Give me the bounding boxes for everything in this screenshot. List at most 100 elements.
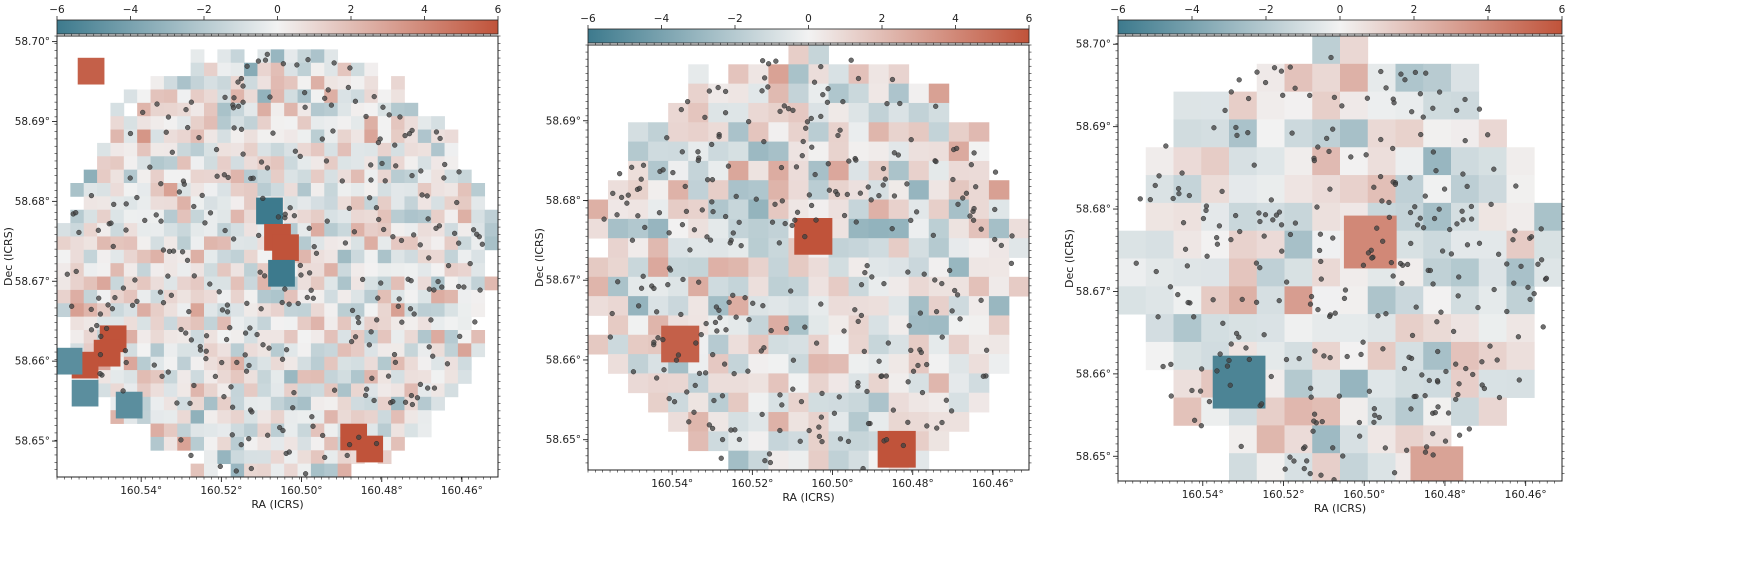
scatter-point [792,217,798,223]
heatmap-cell [1256,147,1285,176]
heatmap-cell [204,196,218,211]
heatmap-cell [230,223,245,237]
scatter-point [1494,357,1500,363]
heatmap-cell [748,64,769,85]
scatter-point [685,99,691,105]
heatmap-cell [1312,147,1341,176]
scatter-point [1317,247,1323,254]
heatmap-cell [608,257,629,278]
scatter-point [214,173,220,179]
scatter-point [294,62,300,68]
heatmap-cell [97,142,111,157]
heatmap-cell [310,436,325,451]
scatter-point [331,60,337,66]
heatmap-cell [404,370,419,384]
heatmap-cell [968,180,990,200]
scatter-point [918,349,924,356]
heatmap-cell [404,423,419,438]
scatter-point [433,225,439,231]
heatmap-cell [417,263,432,277]
scatter-point [203,333,210,339]
heatmap-cell [150,249,165,264]
heatmap-cell [244,410,258,424]
scatter-point [286,449,292,455]
scatter-point [1184,263,1190,269]
heatmap-cell [788,122,809,142]
scatter-point [686,419,692,425]
heatmap-cell [97,249,111,264]
heatmap-cell [748,238,769,258]
heatmap-cell [848,102,870,123]
heatmap-cell [768,334,789,355]
scatter-point [667,267,674,273]
scatter-point [1417,215,1423,221]
heatmap-cell [748,160,769,181]
scatter-point [202,220,208,226]
heatmap-cell [244,249,258,264]
scatter-point [1460,171,1466,177]
heatmap-cell [244,356,258,371]
scatter-point [908,347,914,353]
heatmap-cell [1229,453,1258,481]
scatter-point [970,217,977,223]
heatmap-cell [297,356,312,371]
heatmap-cell [190,62,205,77]
heatmap-cell [444,276,459,291]
scatter-point [217,463,223,470]
x-tick-label: 160.46° [441,485,483,497]
heatmap-cell [444,356,459,371]
scatter-point [73,268,79,275]
scatter-point [474,231,480,237]
heatmap-cell [163,383,178,398]
heatmap-cell [828,180,849,200]
scatter-point [745,368,751,374]
heatmap-cell [324,396,339,411]
scatter-point [1282,466,1288,472]
heatmap-cell [648,218,669,239]
heatmap-cell [244,343,258,358]
heatmap-cell [377,142,392,157]
heatmap-cell [788,354,809,374]
heatmap-cell [244,196,258,211]
heatmap-cell [1340,341,1369,371]
scatter-point [187,400,193,406]
heatmap-cell [137,209,151,224]
heatmap-cell [417,410,432,424]
heatmap-cell [1506,202,1535,232]
scatter-point [742,295,748,301]
scatter-point [879,373,885,379]
heatmap-cell [110,223,125,237]
heatmap-cell [284,183,298,197]
x-tick-label: 160.50° [1343,489,1385,501]
heatmap-cell [310,62,325,77]
plot-area [588,45,1029,470]
scatter-point [1257,265,1263,271]
scatter-point [767,459,773,466]
heatmap-cell [708,257,729,278]
heatmap-cell [608,334,629,355]
heatmap-cell [417,276,432,291]
heatmap-cell [244,209,258,224]
heatmap-cell [150,370,165,384]
heatmap-cell [391,156,405,171]
scatter-point [1222,107,1228,114]
heatmap-cell [768,122,789,142]
heatmap-cell [230,330,245,344]
heatmap-cell [137,289,151,304]
scatter-point [73,210,79,216]
heatmap-cell [150,183,165,197]
heatmap-cell [728,199,749,220]
heatmap-cell-highlight [794,218,833,255]
heatmap-cell [848,64,870,85]
heatmap-cell [1340,91,1369,120]
scatter-point [939,334,945,340]
heatmap-cell [868,296,890,316]
scatter-point [376,216,382,223]
scatter-point [1257,218,1263,225]
scatter-point [1491,286,1497,293]
scatter-point [855,318,861,325]
scatter-point [1460,217,1466,223]
scatter-point [411,232,417,238]
